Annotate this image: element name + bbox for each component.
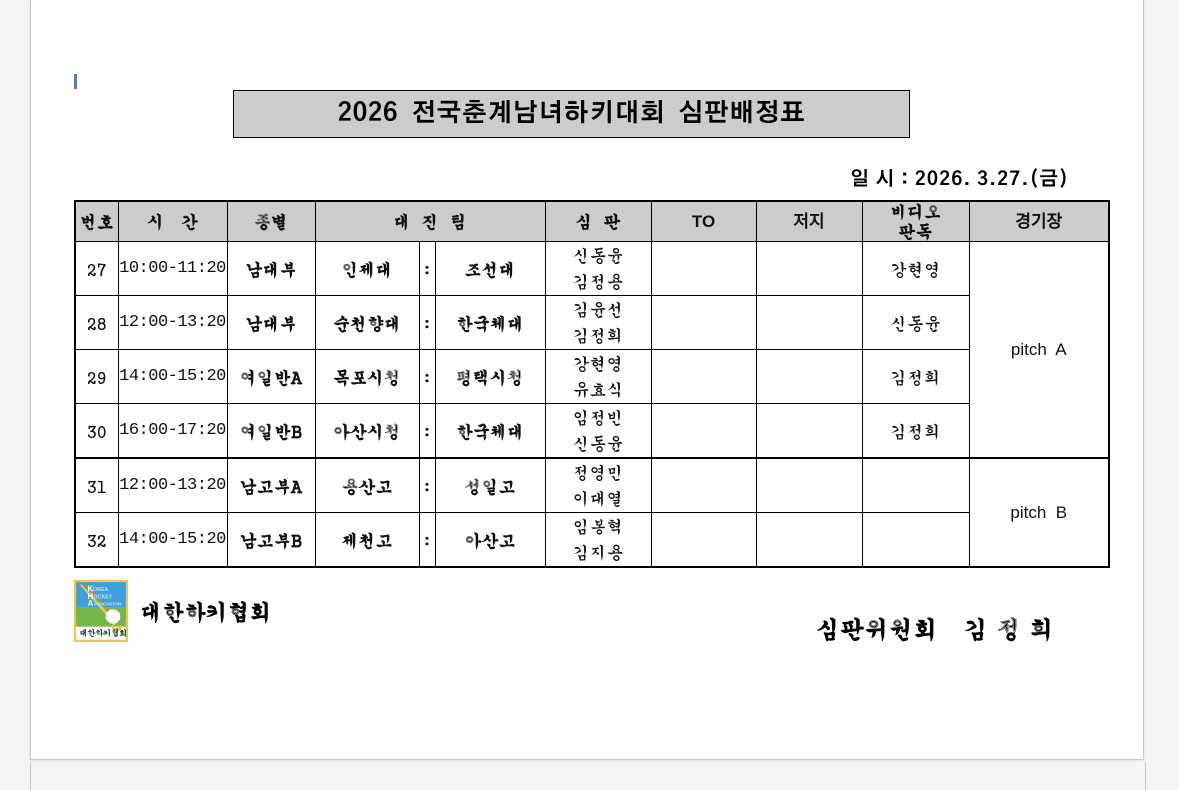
svg-text:OCKEY: OCKEY — [94, 594, 113, 600]
svg-text:OREA: OREA — [93, 587, 108, 593]
svg-text:대한하키협회: 대한하키협회 — [79, 628, 127, 639]
svg-text:SSOCIATION: SSOCIATION — [94, 602, 122, 607]
